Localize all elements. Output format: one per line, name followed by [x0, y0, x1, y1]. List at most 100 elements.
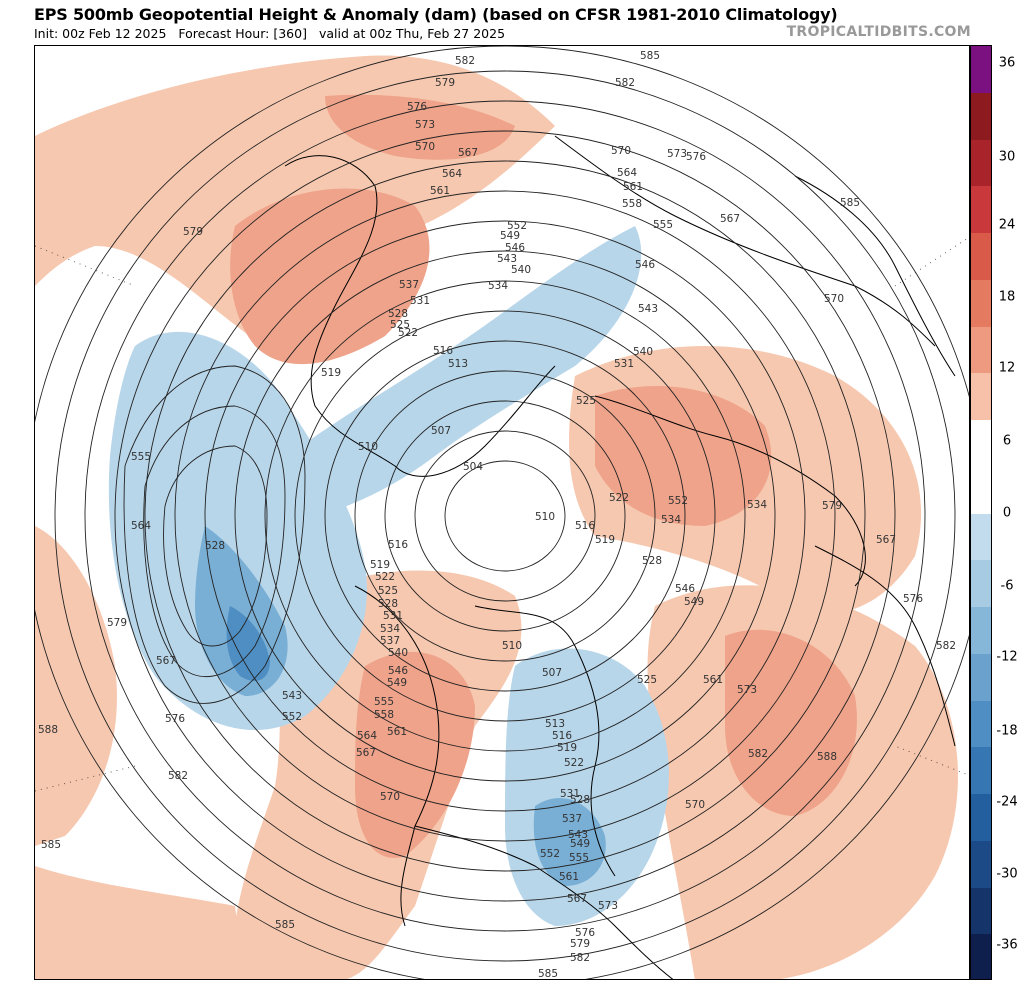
site-watermark: TROPICALTIDBITS.COM: [786, 24, 971, 40]
colorbar-segment: [971, 186, 991, 234]
contour-label: 525: [390, 319, 410, 331]
contour-label: 561: [703, 674, 723, 686]
contour-label: 567: [567, 893, 587, 905]
contour-label: 510: [502, 640, 522, 652]
contour-label: 540: [388, 647, 408, 659]
contour-label: 528: [388, 308, 408, 320]
contour-label: 582: [748, 748, 768, 760]
contour-label: 555: [374, 696, 394, 708]
colorbar-tick-label: 0: [1002, 505, 1012, 521]
colorbar-segment: [971, 373, 991, 421]
contour-label: 552: [282, 711, 302, 723]
contour-label: 555: [131, 451, 151, 463]
contour-label: 558: [622, 198, 642, 210]
contour-label: 510: [358, 441, 378, 453]
contour-label: 537: [380, 635, 400, 647]
colorbar-tick-label: 30: [998, 149, 1016, 165]
contour-label: 570: [380, 791, 400, 803]
colorbar-tick-label: -24: [996, 794, 1018, 810]
colorbar-segment: [971, 700, 991, 748]
contour-label: 579: [183, 226, 203, 238]
contour-label: 534: [747, 499, 767, 511]
contour-label: 567: [720, 213, 740, 225]
contour-label: 567: [876, 534, 896, 546]
contour-label: 531: [410, 295, 430, 307]
colorbar-segment: [971, 233, 991, 281]
contour-label: 537: [399, 279, 419, 291]
contour-label: 528: [205, 540, 225, 552]
contour-label: 582: [455, 55, 475, 67]
contour-label: 507: [431, 425, 451, 437]
contour-label: 507: [542, 667, 562, 679]
colorbar-segment: [971, 840, 991, 888]
contour-label: 585: [840, 197, 860, 209]
forecast-hour: Forecast Hour: [360]: [178, 26, 307, 41]
colorbar-tick-label: 36: [998, 55, 1016, 71]
colorbar-segment: [971, 92, 991, 140]
contour-label: 558: [374, 709, 394, 721]
contour-label: 546: [675, 583, 695, 595]
colorbar-segment: [971, 934, 991, 979]
contour-label: 552: [668, 495, 688, 507]
contour-label: 546: [635, 259, 655, 271]
contour-label: 582: [936, 640, 956, 652]
contour-label: 543: [282, 690, 302, 702]
contour-label: 570: [415, 141, 435, 153]
contour-label: 567: [458, 147, 478, 159]
contour-label: 567: [356, 747, 376, 759]
contour-label: 582: [168, 770, 188, 782]
colorbar-segment: [971, 466, 991, 514]
contour-label: 528: [378, 598, 398, 610]
contour-label: 522: [398, 327, 418, 339]
contour-label: 555: [653, 219, 673, 231]
contour-label: 573: [667, 148, 687, 160]
contour-label: 534: [380, 623, 400, 635]
contour-label: 525: [378, 585, 398, 597]
colorbar-tick-label: -18: [996, 723, 1018, 739]
contour-label: 582: [615, 77, 635, 89]
contour-label: 555: [569, 852, 589, 864]
colorbar-tick-label: 18: [998, 289, 1016, 305]
contour-label: 528: [570, 794, 590, 806]
contour-label: 540: [511, 264, 531, 276]
contour-label: 525: [637, 674, 657, 686]
contour-label: 564: [442, 168, 462, 180]
colorbar-segment: [971, 279, 991, 327]
contour-label: 504: [463, 461, 483, 473]
contour-label: 561: [623, 181, 643, 193]
colorbar-segment: [971, 653, 991, 701]
colorbar-segment: [971, 747, 991, 795]
contour-label: 564: [357, 730, 377, 742]
contour-label: 585: [640, 50, 660, 62]
contour-label: 579: [107, 617, 127, 629]
contour-label: 576: [686, 151, 706, 163]
map-panel: 582 585 579 582 576 573 570 567 564 561 552 549 546 5…: [34, 45, 970, 980]
contour-label: 585: [538, 968, 558, 980]
colorbar-segment: [971, 46, 991, 94]
colorbar-tick-label: -6: [1000, 578, 1014, 594]
colorbar-segment: [971, 607, 991, 655]
contour-label: 546: [388, 665, 408, 677]
contour-label: 516: [433, 345, 453, 357]
colorbar-segment: [971, 326, 991, 374]
valid-time: valid at 00z Thu, Feb 27 2025: [318, 26, 506, 41]
colorbar-tick-labels: 36 30 24 18 12 6 0 -6 -12 -18 -24 -30 -36: [992, 45, 1024, 980]
contour-label: 585: [41, 839, 61, 851]
colorbar-segment: [971, 794, 991, 842]
colorbar-tick-label: 24: [998, 217, 1016, 233]
contour-label: 588: [817, 751, 837, 763]
colorbar-tick-label: -36: [996, 937, 1018, 953]
chart-subtitle: Init: 00z Feb 12 2025 Forecast Hour: [36…: [34, 26, 513, 41]
contour-label: 525: [576, 395, 596, 407]
contour-label: 567: [156, 655, 176, 667]
contour-label: 549: [684, 596, 704, 608]
contour-label: 534: [488, 280, 508, 292]
contour-label: 588: [38, 724, 58, 736]
contour-label: 585: [275, 919, 295, 931]
contour-label: 516: [388, 539, 408, 551]
colorbar-segment: [971, 513, 991, 561]
contour-label: 543: [568, 829, 588, 841]
contour-label: 564: [617, 167, 637, 179]
contour-label: 510: [535, 511, 555, 523]
contour-label: 549: [570, 838, 590, 850]
